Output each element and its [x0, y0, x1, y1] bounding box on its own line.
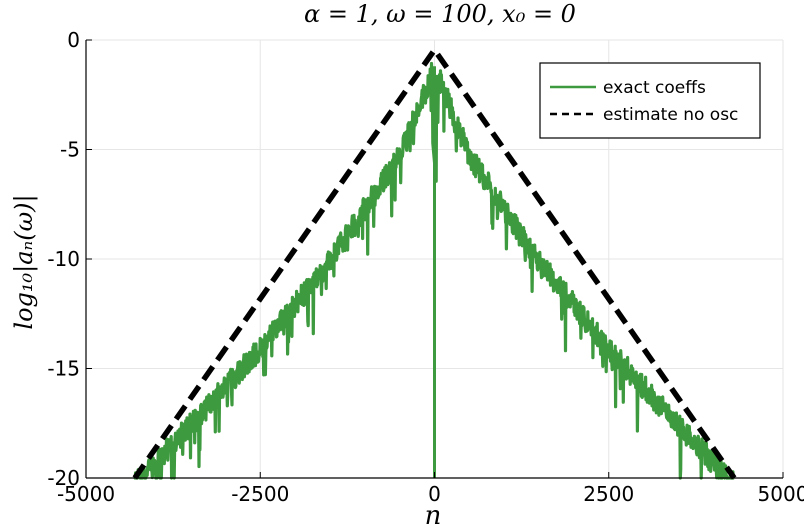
- y-axis-label: log₁₀|aₙ(ω)|: [10, 194, 39, 329]
- chart-title: α = 1, ω = 100, x₀ = 0: [304, 0, 576, 28]
- y-tick-label: -20: [47, 466, 80, 490]
- x-tick-label: 5000: [758, 482, 804, 506]
- legend: exact coeffs estimate no osc: [539, 62, 761, 139]
- x-tick-label: 0: [428, 482, 441, 506]
- legend-box: [539, 62, 761, 139]
- series-exact-coeffs: [133, 61, 736, 480]
- series-estimate-no-osc: [132, 45, 737, 480]
- x-tick-label: 2500: [583, 482, 634, 506]
- x-axis-label: n: [425, 501, 442, 530]
- estimate-no-osc-line: [132, 45, 737, 480]
- y-tick-label: -15: [47, 357, 80, 381]
- legend-label-estimate-no-osc: estimate no osc: [603, 105, 738, 125]
- x-tick-label: -2500: [231, 482, 289, 506]
- y-tick-label: -5: [60, 138, 80, 162]
- ticks: -5000 -2500 0 2500 5000 0 -5 -10 -15 -20: [47, 28, 804, 506]
- legend-label-exact-coeffs: exact coeffs: [603, 78, 706, 98]
- y-tick-label: 0: [67, 28, 80, 52]
- y-tick-label: -10: [47, 247, 80, 271]
- x-tick-label: -5000: [57, 482, 115, 506]
- axes: [85, 39, 784, 479]
